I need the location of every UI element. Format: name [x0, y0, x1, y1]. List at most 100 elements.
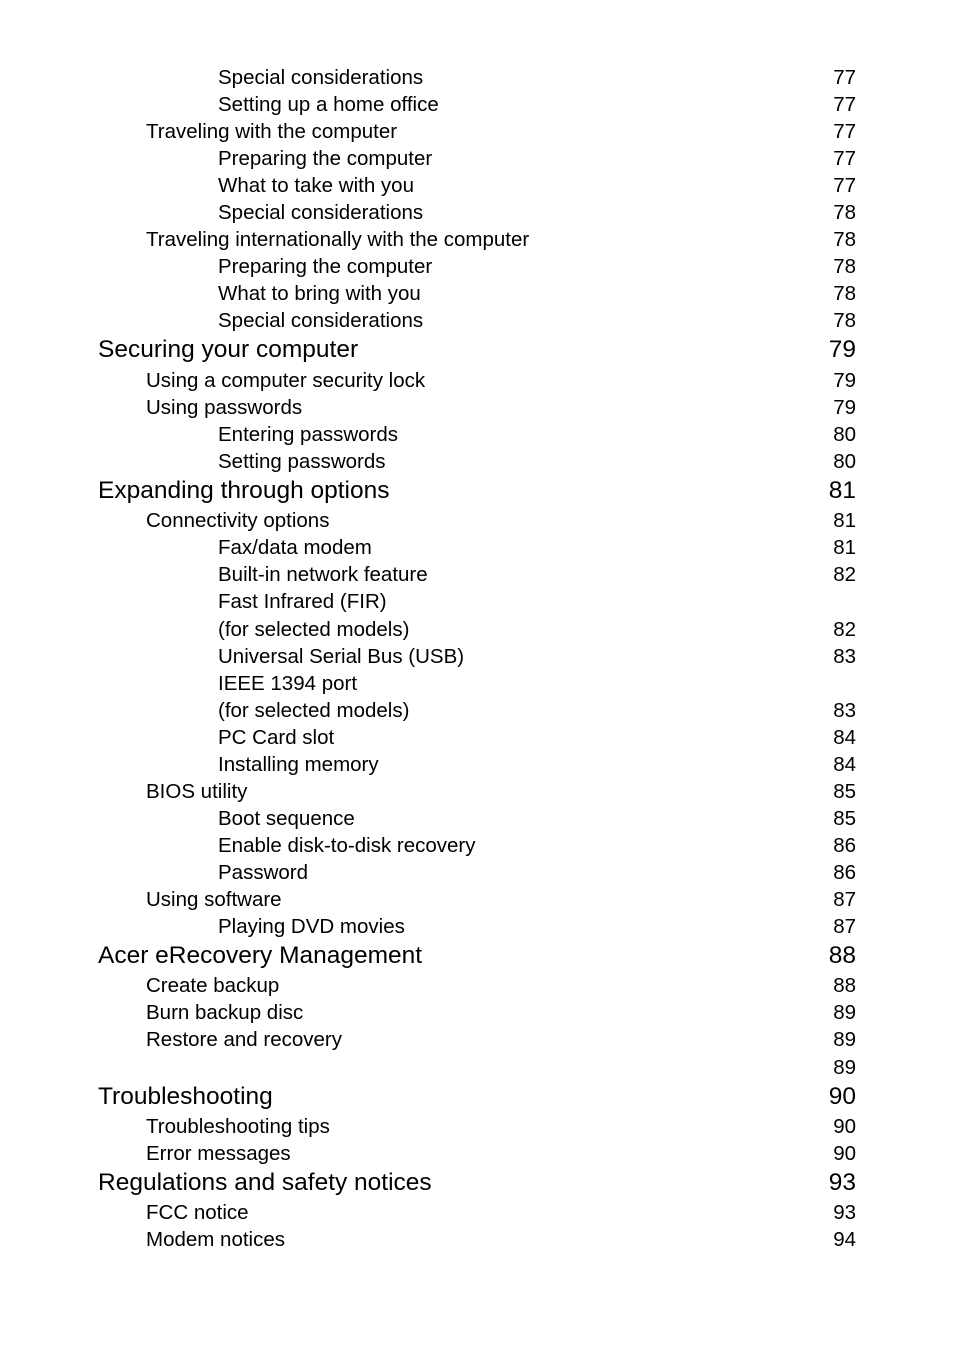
toc-entry-page: 93: [816, 1167, 856, 1199]
toc-entry-page: 94: [816, 1226, 856, 1253]
toc-entry-page: 78: [816, 199, 856, 226]
toc-entry-page: 88: [816, 972, 856, 999]
toc-entry-page: 81: [816, 534, 856, 561]
toc-row: Special considerations78: [98, 199, 856, 226]
toc-row: Traveling internationally with the compu…: [98, 226, 856, 253]
toc-entry-title: Password: [218, 859, 308, 886]
toc-entry-page: 81: [816, 475, 856, 507]
toc-entry-page: 90: [816, 1081, 856, 1113]
toc-entry-page: 79: [816, 394, 856, 421]
toc-entry-title: Fast Infrared (FIR): [218, 588, 387, 615]
toc-row: (for selected models) 82: [98, 616, 856, 643]
toc-entry-page: 78: [816, 226, 856, 253]
toc-row: Using software 87: [98, 886, 856, 913]
toc-entry-page: 78: [816, 307, 856, 334]
toc-row: Create backup 88: [98, 972, 856, 999]
toc-entry-title: Burn backup disc: [146, 999, 303, 1026]
toc-entry-page: 93: [816, 1199, 856, 1226]
toc-row: 89: [98, 1054, 856, 1081]
toc-entry-title: FCC notice: [146, 1199, 249, 1226]
toc-entry-page: 84: [816, 724, 856, 751]
toc-row: Error messages 90: [98, 1140, 856, 1167]
toc-entry-page: 82: [816, 561, 856, 588]
toc-row: Setting up a home office 77: [98, 91, 856, 118]
toc-entry-title: Create backup: [146, 972, 279, 999]
toc-entry-title: Securing your computer: [98, 334, 358, 366]
toc-entry-title: Setting up a home office: [218, 91, 439, 118]
toc-entry-page: 89: [816, 1026, 856, 1053]
toc-row: What to bring with you 78: [98, 280, 856, 307]
toc-entry-title: Using software: [146, 886, 282, 913]
toc-entry-title: Using passwords: [146, 394, 302, 421]
toc-row: (for selected models)83: [98, 697, 856, 724]
toc-entry-title: Enable disk-to-disk recovery: [218, 832, 476, 859]
toc-entry-title: Traveling internationally with the compu…: [146, 226, 529, 253]
toc-row: Fax/data modem 81: [98, 534, 856, 561]
toc-entry-title: Error messages: [146, 1140, 291, 1167]
toc-entry-title: What to take with you: [218, 172, 414, 199]
toc-entry-title: Traveling with the computer: [146, 118, 397, 145]
toc-row: Preparing the computer 78: [98, 253, 856, 280]
toc-row: Restore and recovery89: [98, 1026, 856, 1053]
toc-entry-page: 83: [816, 643, 856, 670]
toc-entry-page: 86: [816, 832, 856, 859]
toc-entry-page: 77: [816, 64, 856, 91]
toc-entry-page: 85: [816, 805, 856, 832]
toc-entry-title: (for selected models): [218, 616, 409, 643]
toc-entry-title: Expanding through options: [98, 475, 390, 507]
toc-row: Regulations and safety notices 93: [98, 1167, 856, 1199]
toc-entry-page: 84: [816, 751, 856, 778]
toc-entry-page: 82: [816, 616, 856, 643]
toc-row: Using passwords 79: [98, 394, 856, 421]
toc-entry-title: Built-in network feature: [218, 561, 428, 588]
table-of-contents: Special considerations77Setting up a hom…: [98, 64, 856, 1253]
toc-entry-page: 87: [816, 886, 856, 913]
toc-row: Securing your computer 79: [98, 334, 856, 366]
toc-row: FCC notice 93: [98, 1199, 856, 1226]
toc-entry-title: Special considerations: [218, 307, 423, 334]
toc-entry-page: 79: [816, 334, 856, 366]
toc-entry-page: 77: [816, 172, 856, 199]
toc-row: Troubleshooting90: [98, 1081, 856, 1113]
toc-entry-title: Acer eRecovery Management: [98, 940, 422, 972]
toc-row: PC Card slot84: [98, 724, 856, 751]
toc-entry-page: 85: [816, 778, 856, 805]
toc-entry-title: Entering passwords: [218, 421, 398, 448]
toc-row: Installing memory84: [98, 751, 856, 778]
toc-row: Connectivity options81: [98, 507, 856, 534]
toc-row: IEEE 1394 port: [98, 670, 856, 697]
toc-entry-title: What to bring with you: [218, 280, 421, 307]
toc-entry-title: Preparing the computer: [218, 253, 432, 280]
toc-entry-page: 90: [816, 1140, 856, 1167]
toc-row: What to take with you 77: [98, 172, 856, 199]
toc-row: Traveling with the computer 77: [98, 118, 856, 145]
toc-entry-page: 89: [816, 999, 856, 1026]
toc-entry-title: Setting passwords: [218, 448, 386, 475]
toc-row: Preparing the computer 77: [98, 145, 856, 172]
toc-row: Playing DVD movies87: [98, 913, 856, 940]
toc-entry-page: 88: [816, 940, 856, 972]
toc-entry-page: 78: [816, 280, 856, 307]
toc-entry-title: Universal Serial Bus (USB): [218, 643, 464, 670]
toc-entry-page: 78: [816, 253, 856, 280]
toc-row: Troubleshooting tips90: [98, 1113, 856, 1140]
toc-entry-page: 86: [816, 859, 856, 886]
toc-entry-page: 81: [816, 507, 856, 534]
toc-row: Special considerations 78: [98, 307, 856, 334]
toc-row: Fast Infrared (FIR): [98, 588, 856, 615]
toc-row: Using a computer security lock79: [98, 367, 856, 394]
toc-entry-page: 77: [816, 118, 856, 145]
toc-entry-title: BIOS utility: [146, 778, 247, 805]
toc-row: Special considerations77: [98, 64, 856, 91]
toc-row: Password 86: [98, 859, 856, 886]
toc-entry-title: Preparing the computer: [218, 145, 432, 172]
toc-row: Modem notices94: [98, 1226, 856, 1253]
toc-entry-title: Regulations and safety notices: [98, 1167, 432, 1199]
toc-row: Boot sequence 85: [98, 805, 856, 832]
toc-entry-page: 77: [816, 145, 856, 172]
toc-entry-title: Boot sequence: [218, 805, 355, 832]
toc-entry-page: 87: [816, 913, 856, 940]
toc-entry-page: 77: [816, 91, 856, 118]
toc-row: Burn backup disc 89: [98, 999, 856, 1026]
toc-entry-title: Fax/data modem: [218, 534, 372, 561]
